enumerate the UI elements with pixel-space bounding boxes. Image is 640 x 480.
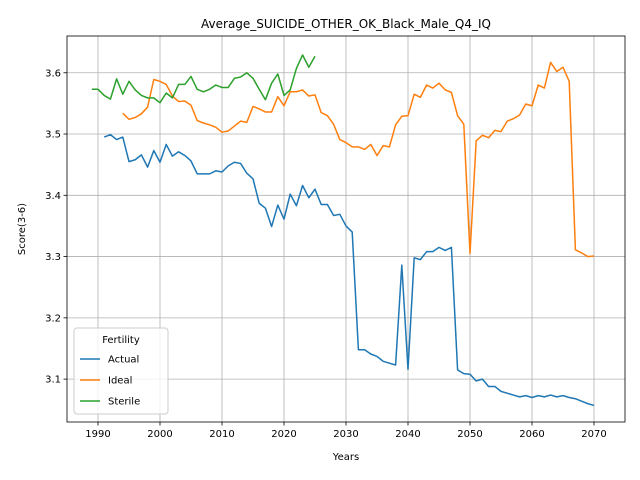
y-axis: 3.1 3.2 3.3 3.4 3.5 3.6 bbox=[45, 68, 67, 386]
x-tick-label: 2070 bbox=[581, 429, 606, 440]
legend-title: Fertility bbox=[102, 335, 140, 346]
y-tick-label: 3.5 bbox=[45, 130, 61, 141]
y-tick-label: 3.3 bbox=[45, 252, 61, 263]
y-axis-label: Score(3-6) bbox=[17, 203, 28, 255]
series-group bbox=[91, 54, 595, 407]
legend-label-sterile: Sterile bbox=[108, 397, 140, 408]
x-tick-label: 2010 bbox=[209, 429, 234, 440]
y-tick-label: 3.2 bbox=[45, 313, 61, 324]
x-axis: 1990 2000 2010 2020 2030 2040 2050 2060 2070 bbox=[85, 422, 607, 440]
series-line-ideal bbox=[122, 61, 595, 258]
x-axis-label: Years bbox=[332, 452, 359, 463]
y-tick-label: 3.6 bbox=[45, 68, 61, 79]
legend-label-actual: Actual bbox=[108, 355, 139, 366]
x-tick-label: 2050 bbox=[457, 429, 482, 440]
y-tick-label: 3.4 bbox=[45, 191, 61, 202]
legend: Fertility Actual Ideal Sterile bbox=[73, 327, 169, 415]
x-tick-label: 2020 bbox=[271, 429, 296, 440]
x-tick-label: 2040 bbox=[395, 429, 420, 440]
y-tick-label: 3.1 bbox=[45, 375, 61, 386]
chart-title: Average_SUICIDE_OTHER_OK_Black_Male_Q4_I… bbox=[201, 17, 491, 31]
x-tick-label: 1990 bbox=[85, 429, 110, 440]
x-tick-label: 2000 bbox=[147, 429, 172, 440]
series-line-sterile bbox=[91, 54, 316, 104]
series-line-actual bbox=[103, 133, 595, 407]
x-tick-label: 2060 bbox=[519, 429, 544, 440]
legend-label-ideal: Ideal bbox=[108, 376, 132, 387]
x-tick-label: 2030 bbox=[333, 429, 358, 440]
legend-box bbox=[73, 327, 169, 415]
grid bbox=[67, 36, 625, 422]
